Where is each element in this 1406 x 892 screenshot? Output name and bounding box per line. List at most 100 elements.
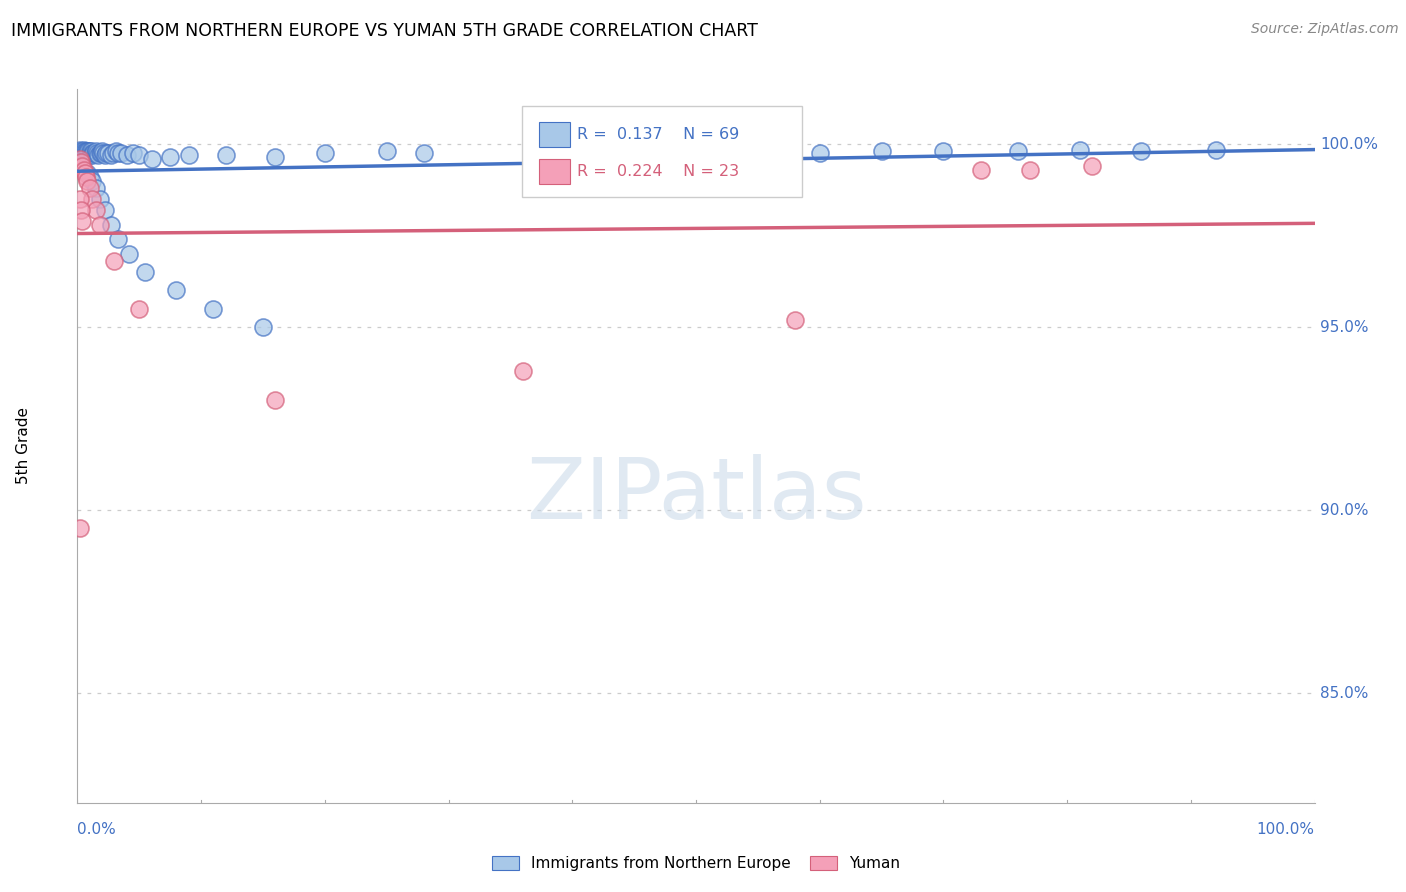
Point [84,202,107,217]
Point [69,521,91,535]
Point [93,202,115,217]
Point [80,146,103,161]
Point [128,148,150,162]
Point [84,145,107,159]
Point [159,150,181,164]
Point [94,146,117,161]
Point [512,364,534,378]
Point [89,146,111,161]
Text: R =  0.224    N = 23: R = 0.224 N = 23 [576,164,740,178]
Point [82,192,104,206]
Point [76,146,98,161]
Point [314,146,336,161]
Point [75,169,97,184]
Point [141,152,163,166]
Point [87,148,110,162]
Point [82,146,104,161]
Point [104,145,127,159]
Point [110,146,132,161]
Point [177,148,200,162]
Point [93,148,115,162]
Point [103,146,125,161]
Point [536,145,558,159]
Point [97,146,120,161]
Point [252,320,274,334]
Point [659,145,682,159]
Point [107,146,129,161]
Point [783,312,806,326]
Text: 85.0%: 85.0% [1320,686,1368,700]
Point [75,148,97,162]
Text: IMMIGRANTS FROM NORTHERN EUROPE VS YUMAN 5TH GRADE CORRELATION CHART: IMMIGRANTS FROM NORTHERN EUROPE VS YUMAN… [11,22,758,40]
Point [90,146,112,161]
Point [89,218,111,232]
Point [122,146,145,161]
Point [115,148,138,162]
Point [70,145,93,159]
Point [264,393,287,408]
Point [969,162,991,177]
Point [808,146,831,161]
Point [72,159,94,173]
Text: R =  0.137    N = 69: R = 0.137 N = 69 [576,127,740,142]
Point [69,143,91,157]
Point [134,265,156,279]
Point [79,181,101,195]
Text: Source: ZipAtlas.com: Source: ZipAtlas.com [1251,22,1399,37]
Point [1081,159,1104,173]
Point [870,145,893,159]
Text: ZIPatlas: ZIPatlas [526,454,866,538]
Point [79,148,101,162]
Point [82,146,104,161]
Point [72,146,94,161]
Point [82,148,104,162]
Point [1007,145,1029,159]
Point [72,143,94,157]
Point [89,192,111,206]
Point [69,192,91,206]
Point [84,181,107,195]
Point [77,145,100,159]
Point [1069,143,1091,157]
Point [75,145,97,159]
Point [118,247,141,261]
Point [107,232,129,246]
Text: 100.0%: 100.0% [1320,136,1378,152]
Point [165,284,187,298]
Text: 95.0%: 95.0% [1320,319,1368,334]
Point [100,148,122,162]
Point [128,301,150,316]
Text: 0.0%: 0.0% [77,822,117,838]
Point [79,169,101,184]
Point [586,145,609,159]
Text: 90.0%: 90.0% [1320,502,1368,517]
Point [375,145,398,159]
Point [72,214,94,228]
Point [80,145,103,159]
Point [1019,162,1042,177]
Point [100,218,122,232]
Point [685,145,707,159]
Point [76,166,98,180]
Point [70,155,93,169]
Point [86,146,108,161]
Point [69,152,91,166]
Point [76,145,98,159]
Point [70,202,93,217]
Point [72,162,94,177]
Point [103,254,125,268]
Point [76,174,98,188]
Text: 100.0%: 100.0% [1257,822,1315,838]
Point [73,145,96,159]
Point [73,166,96,180]
Point [412,146,434,161]
Point [1205,143,1227,157]
Point [82,174,104,188]
Point [77,148,100,162]
Point [202,301,225,316]
Point [1130,145,1153,159]
Point [91,145,114,159]
Point [932,145,955,159]
Legend: Immigrants from Northern Europe, Yuman: Immigrants from Northern Europe, Yuman [485,850,907,877]
Point [91,146,114,161]
